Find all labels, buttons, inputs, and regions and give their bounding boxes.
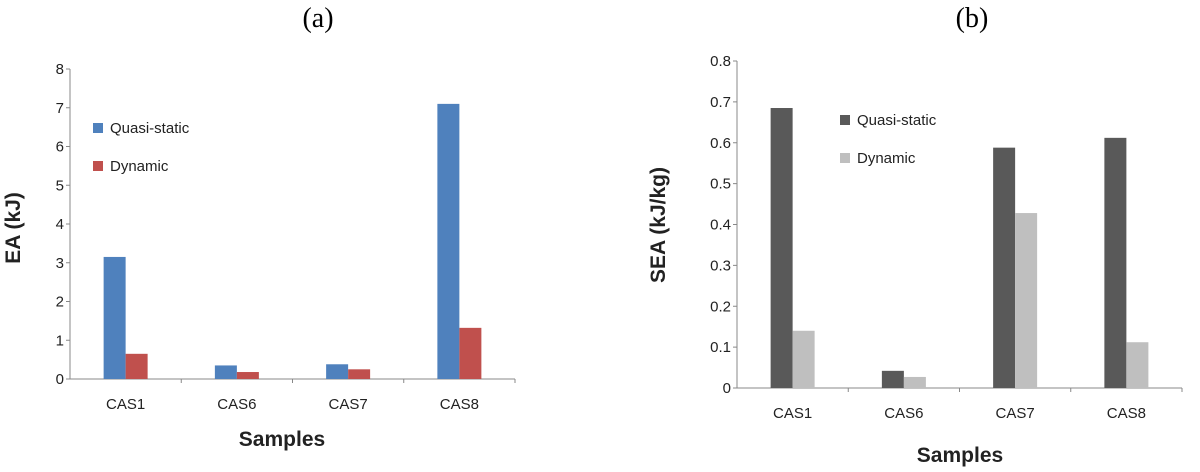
x-tick-label: CAS1	[106, 396, 145, 413]
x-axis-title-b: Samples	[917, 444, 1003, 467]
bar-quasi-static-cas8	[437, 103, 460, 379]
bar-dynamic-cas8	[459, 327, 482, 379]
bar-dynamic-cas7	[348, 369, 371, 379]
bar-quasi-static-cas7	[993, 147, 1016, 388]
x-tick-label: CAS6	[217, 396, 256, 413]
bar-quasi-static-cas6	[881, 370, 904, 388]
y-tick-label: 5	[56, 177, 64, 194]
x-tick-label: CAS6	[884, 405, 923, 422]
chart-panel-b: (b) SEA (kJ/kg) Samples 0 0.1 0.2 0.3 0.4 0.5…	[647, 3, 1183, 467]
y-tick-label: 3	[56, 255, 64, 272]
y-tick-label: 8	[56, 61, 64, 78]
bar-dynamic-cas8	[1126, 342, 1149, 388]
bar-quasi-static-cas1	[103, 256, 126, 379]
y-tick-label: 0.1	[710, 339, 731, 356]
y-tick-label: 0	[723, 380, 731, 397]
legend-label-dynamic-a: Dynamic	[110, 158, 169, 175]
bar-dynamic-cas7	[1015, 213, 1038, 388]
bar-quasi-static-cas1	[770, 108, 793, 388]
y-tick-label: 0.3	[710, 257, 731, 274]
legend-label-dynamic-b: Dynamic	[857, 150, 916, 167]
y-tick-label: 6	[56, 139, 64, 156]
y-tick-label: 0.6	[710, 135, 731, 152]
y-tick-label: 1	[56, 332, 64, 349]
bar-dynamic-cas1	[792, 330, 815, 388]
chart-panel-a: (a) EA (kJ) Samples 0 1 2 3 4 5 6 7 8 CAS1 CAS6 CAS…	[2, 3, 516, 451]
x-tick-label: CAS8	[440, 396, 479, 413]
legend-swatch-quasi-static-a	[93, 123, 103, 133]
panel-label-b: (b)	[956, 3, 989, 34]
x-tick-label: CAS7	[996, 405, 1035, 422]
plot-area-b: 0 0.1 0.2 0.3 0.4 0.5 0.6 0.7 0.8 CAS1 CAS6 CAS7 CAS…	[710, 53, 1183, 422]
legend-label-quasi-static-a: Quasi-static	[110, 120, 190, 137]
x-tick-label: CAS1	[773, 405, 812, 422]
panel-label-a: (a)	[302, 3, 333, 34]
legend-swatch-quasi-static-b	[840, 115, 850, 125]
bar-dynamic-cas6	[903, 376, 926, 388]
y-tick-label: 7	[56, 100, 64, 117]
legend-swatch-dynamic-b	[840, 153, 850, 163]
y-tick-label: 0.5	[710, 176, 731, 193]
y-axis-title-a: EA (kJ)	[2, 192, 25, 264]
x-tick-label: CAS7	[329, 396, 368, 413]
plot-area-a: 0 1 2 3 4 5 6 7 8 CAS1 CAS6 CAS7 CAS8	[56, 61, 516, 413]
legend-label-quasi-static-b: Quasi-static	[857, 112, 937, 129]
legend-b: Quasi-static Dynamic	[840, 112, 937, 167]
bar-quasi-static-cas8	[1104, 137, 1127, 388]
y-tick-label: 0.8	[710, 53, 731, 70]
bar-dynamic-cas1	[125, 353, 148, 379]
legend-a: Quasi-static Dynamic	[93, 120, 190, 175]
y-tick-label: 0.2	[710, 298, 731, 315]
y-tick-label: 4	[56, 216, 64, 233]
y-tick-label: 2	[56, 294, 64, 311]
x-axis-title-a: Samples	[239, 428, 325, 451]
bar-quasi-static-cas6	[214, 365, 237, 379]
bar-dynamic-cas6	[236, 372, 259, 379]
bar-quasi-static-cas7	[326, 364, 349, 379]
y-axis-title-b: SEA (kJ/kg)	[647, 167, 670, 283]
y-tick-label: 0.4	[710, 217, 731, 234]
legend-swatch-dynamic-a	[93, 161, 103, 171]
y-tick-label: 0.7	[710, 94, 731, 111]
y-tick-label: 0	[56, 371, 64, 388]
x-tick-label: CAS8	[1107, 405, 1146, 422]
